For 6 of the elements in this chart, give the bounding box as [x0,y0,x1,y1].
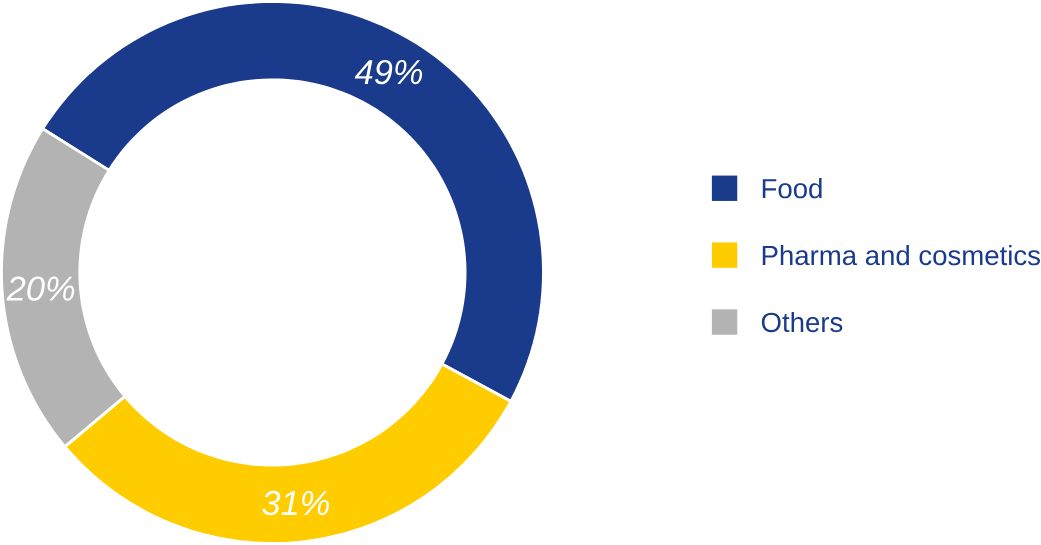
legend-label: Pharma and cosmetics [762,245,1040,266]
data-label: 49% [354,59,423,85]
legend-label: Others [761,311,843,333]
data-label: 20% [6,276,75,301]
data-label: 31% [262,490,329,516]
legend-label: Food [762,178,822,199]
